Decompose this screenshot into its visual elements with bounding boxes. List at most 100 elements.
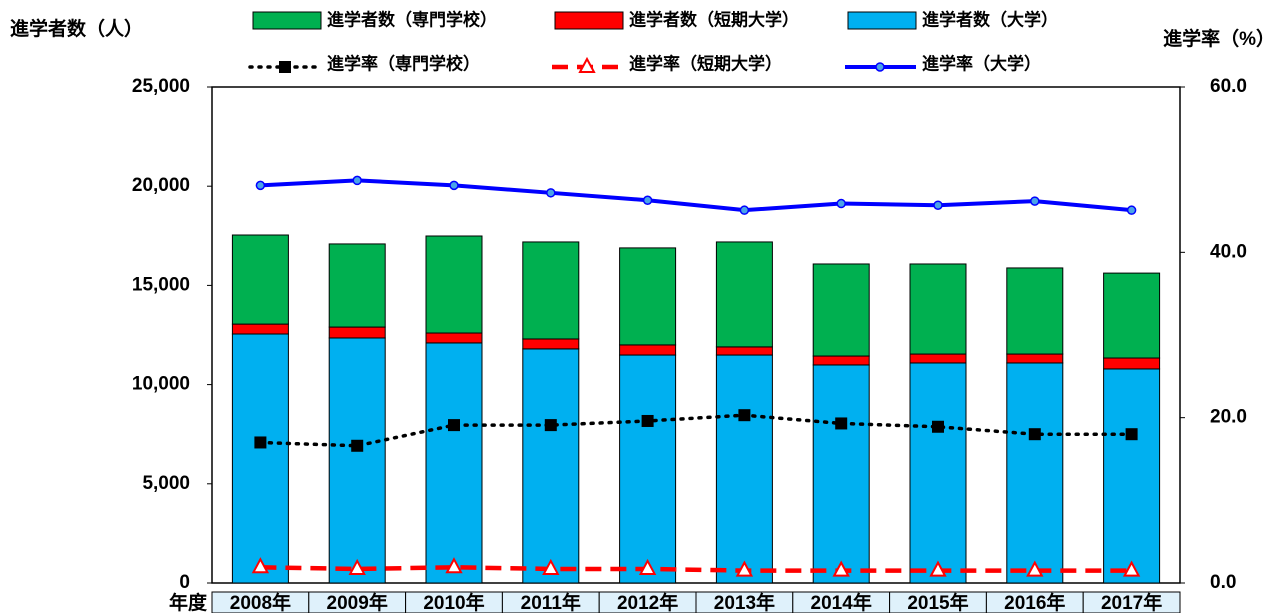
- marker: [739, 205, 750, 215]
- marker: [638, 558, 657, 575]
- bar: [522, 348, 580, 584]
- bar: [328, 326, 386, 339]
- bar: [522, 338, 580, 350]
- marker: [929, 560, 947, 577]
- x-tick-label: 2010年: [423, 591, 484, 613]
- bar: [619, 344, 677, 356]
- x-tick-label: 2008年: [230, 591, 291, 613]
- bar: [909, 362, 967, 584]
- bar: [1006, 362, 1064, 584]
- bar: [715, 354, 773, 584]
- bar: [1006, 353, 1064, 364]
- marker: [351, 439, 364, 452]
- legend-label: 進学者数（専門学校）: [327, 9, 497, 29]
- y2-axis-label: 進学率（%）: [1163, 27, 1275, 50]
- legend-swatch: [554, 11, 624, 30]
- bar: [1103, 272, 1161, 359]
- marker: [255, 180, 266, 191]
- x-tick-label: 2012年: [617, 591, 678, 613]
- marker: [738, 409, 751, 422]
- line: [260, 565, 1132, 573]
- y-tick-label: 15,000: [132, 274, 190, 295]
- marker: [932, 420, 944, 433]
- bar: [328, 337, 386, 584]
- legend-marker: [279, 61, 291, 73]
- y-axis-label: 進学者数（人）: [10, 17, 143, 40]
- legend-label: 進学率（専門学校）: [327, 53, 480, 73]
- marker: [735, 560, 754, 577]
- marker: [1122, 560, 1141, 577]
- y2-tick-label: 20.0: [1210, 407, 1247, 428]
- bar: [619, 354, 677, 584]
- marker: [348, 558, 366, 575]
- bar: [715, 346, 773, 356]
- bar: [909, 263, 967, 355]
- bar: [1103, 357, 1161, 370]
- marker: [836, 198, 846, 209]
- legend-label: 進学者数（大学）: [922, 9, 1058, 29]
- x-tick-label: 2016年: [1004, 591, 1065, 613]
- y2-tick-label: 60.0: [1210, 76, 1247, 97]
- bar: [619, 247, 677, 346]
- x-tick-label: 2015年: [907, 591, 968, 613]
- bar: [812, 364, 870, 584]
- marker: [933, 200, 943, 210]
- bar: [231, 323, 289, 335]
- legend-marker: [875, 62, 885, 72]
- y-tick-label: 20,000: [132, 175, 190, 196]
- y2-tick-label: 0.0: [1210, 572, 1236, 593]
- marker: [1028, 428, 1041, 441]
- marker: [254, 436, 267, 449]
- marker: [1030, 196, 1040, 206]
- bar: [812, 263, 870, 357]
- marker: [448, 419, 460, 432]
- x-tick-label: 2013年: [714, 591, 775, 613]
- legend-label: 進学者数（短期大学）: [629, 9, 799, 29]
- marker: [546, 188, 556, 198]
- bar: [425, 342, 483, 584]
- bar: [1103, 368, 1161, 584]
- marker: [542, 558, 560, 575]
- marker: [1125, 428, 1138, 441]
- bar: [715, 241, 773, 348]
- marker: [449, 180, 459, 191]
- y-tick-label: 5,000: [142, 473, 190, 494]
- bar: [425, 332, 483, 344]
- bar: [425, 235, 483, 334]
- legend-swatch: [847, 11, 917, 30]
- marker: [1026, 560, 1044, 577]
- y-tick-label: 10,000: [132, 374, 190, 395]
- x-tick-label: 2009年: [327, 591, 388, 613]
- marker: [1126, 205, 1137, 215]
- line: [258, 413, 1134, 448]
- bar: [231, 234, 289, 325]
- x-tick-label: 2014年: [811, 591, 872, 613]
- x-cell: [1082, 591, 1181, 613]
- legend-label: 進学率（短期大学）: [629, 53, 782, 73]
- x-tick-label: 2011年: [521, 591, 581, 613]
- legend-label: 進学率（大学）: [922, 53, 1041, 73]
- bar: [909, 353, 967, 364]
- marker: [544, 419, 557, 432]
- bar: [812, 355, 870, 366]
- legend-swatch: [252, 11, 322, 30]
- line: [260, 178, 1132, 213]
- y2-tick-label: 40.0: [1210, 241, 1247, 262]
- y-tick-label: 25,000: [132, 76, 190, 97]
- y-tick-label: 0: [179, 572, 190, 593]
- plot-frame: [211, 86, 1181, 584]
- marker: [445, 557, 463, 574]
- marker: [835, 417, 848, 430]
- marker: [352, 175, 362, 186]
- marker: [832, 560, 850, 577]
- marker: [641, 414, 654, 427]
- marker: [642, 195, 653, 206]
- bar: [522, 241, 580, 340]
- bar: [231, 333, 289, 584]
- legend-marker: [578, 56, 596, 73]
- x-axis-label: 年度: [169, 591, 208, 613]
- bar: [328, 243, 386, 328]
- bar: [1006, 267, 1064, 355]
- x-tick-label: 2017年: [1101, 591, 1162, 613]
